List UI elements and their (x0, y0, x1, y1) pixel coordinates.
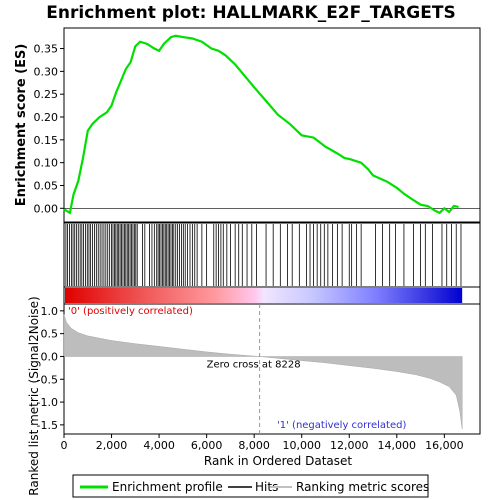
es-y-tick-label: 0.05 (34, 179, 59, 192)
metric-y-axis: -1.5 -1.0 -0.5 0.0 0.5 1.0 (37, 305, 64, 432)
es-y-tick-label: 0.20 (34, 111, 59, 124)
metric-panel: Zero cross at 8228 '0' (positively corre… (27, 296, 481, 496)
hit-marks (65, 224, 462, 286)
es-panel: 0.00 0.05 0.10 0.15 0.20 0.25 0.30 0.35 Enrichm… (14, 27, 481, 223)
metric-y-tick-label: 0.5 (41, 328, 59, 341)
metric-y-tick-label: -0.5 (37, 373, 58, 386)
legend-frame (72, 474, 429, 498)
legend: Enrichment profile Hits Ranking metric s… (72, 474, 429, 498)
chart-title: Enrichment plot: HALLMARK_E2F_TARGETS (46, 3, 455, 23)
positive-correlated-label: '0' (positively correlated) (68, 306, 193, 317)
x-tick-label: 16,000 (425, 439, 464, 452)
x-tick-label: 6,000 (191, 439, 223, 452)
es-y-tick-label: 0.25 (34, 88, 59, 101)
negative-correlated-label: '1' (negatively correlated) (277, 420, 406, 431)
enrichment-profile-line (63, 34, 459, 215)
x-tick-label: 0 (61, 439, 68, 452)
metric-y-label: Ranked list metric (Signal2Noise) (27, 296, 41, 495)
x-tick-label: 12,000 (330, 439, 369, 452)
rank-colorbar (63, 286, 481, 305)
legend-hits-label: Hits (255, 480, 278, 494)
x-tick-label: 14,000 (378, 439, 417, 452)
es-y-tick-label: 0.10 (34, 157, 59, 170)
x-tick-label: 10,000 (282, 439, 321, 452)
es-y-axis: 0.00 0.05 0.10 0.15 0.20 0.25 0.30 0.35 (34, 43, 64, 215)
rank-colorbar-gradient (65, 288, 463, 303)
metric-y-tick-label: -1.0 (37, 396, 58, 409)
legend-enrichment-label: Enrichment profile (112, 480, 223, 494)
metric-y-tick-label: -1.5 (37, 419, 58, 432)
x-axis-label: Rank in Ordered Dataset (204, 454, 352, 468)
hits-panel (63, 222, 481, 288)
x-tick-label: 4,000 (143, 439, 175, 452)
es-y-tick-label: 0.00 (34, 202, 59, 215)
metric-y-tick-label: 1.0 (41, 305, 59, 318)
x-tick-label: 8,000 (238, 439, 270, 452)
legend-metric-label: Ranking metric scores (296, 480, 429, 494)
x-axis: 0 2,000 4,000 6,000 8,000 10,000 12,000 14,000 1… (61, 434, 464, 452)
metric-y-tick-label: 0.0 (41, 350, 59, 363)
es-y-tick-label: 0.30 (34, 65, 59, 78)
ranking-metric-area (63, 314, 463, 430)
zero-cross-label: Zero cross at 8228 (207, 359, 301, 370)
es-y-label: Enrichment score (ES) (14, 44, 29, 207)
es-y-tick-label: 0.35 (34, 43, 59, 56)
x-tick-label: 2,000 (96, 439, 128, 452)
hits-panel-frame (63, 222, 481, 288)
es-panel-frame (63, 27, 481, 223)
es-y-tick-label: 0.15 (34, 134, 59, 147)
